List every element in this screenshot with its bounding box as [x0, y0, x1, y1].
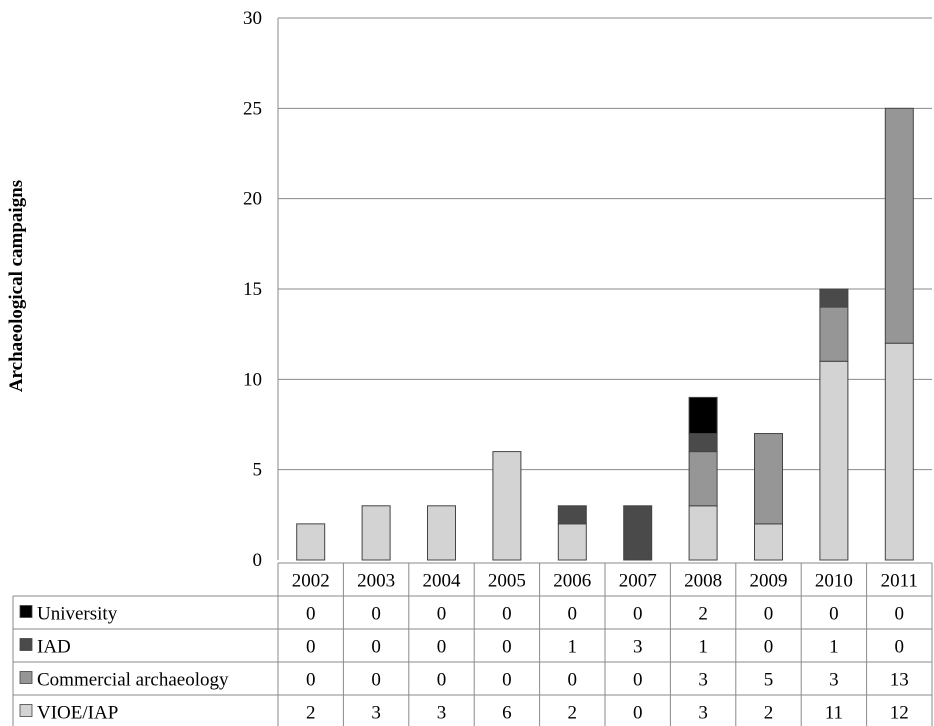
data-label: 0	[371, 637, 381, 658]
legend-label: Commercial archaeology	[37, 670, 229, 691]
bars	[296, 107, 914, 561]
y-axis-label: Archaeological campaigns	[6, 180, 27, 392]
x-tick-label: 2003	[357, 571, 395, 592]
data-label: 3	[633, 637, 643, 658]
bar-segment	[754, 433, 783, 525]
x-tick-label: 2011	[881, 571, 918, 592]
x-tick-label: 2006	[553, 571, 591, 592]
data-label: 0	[764, 637, 774, 658]
data-label: 0	[437, 637, 447, 658]
data-label: 0	[633, 670, 643, 691]
bar-segment	[688, 505, 718, 561]
x-tick-label: 2005	[488, 571, 526, 592]
data-label: 0	[437, 604, 447, 625]
y-tick-label: 10	[243, 369, 262, 390]
data-label: 3	[829, 670, 839, 691]
data-label: 6	[502, 703, 512, 724]
data-label: 1	[698, 637, 708, 658]
data-label: 0	[633, 703, 643, 724]
x-tick-label: 2010	[815, 571, 853, 592]
y-tick-label: 15	[243, 279, 262, 300]
data-label: 3	[437, 703, 447, 724]
x-tick-label: 2007	[619, 571, 657, 592]
x-tick-label: 2009	[750, 571, 788, 592]
legend-label: IAD	[37, 637, 71, 658]
data-label: 0	[306, 604, 316, 625]
data-label: 0	[502, 604, 512, 625]
data-label: 0	[437, 670, 447, 691]
data-label: 2	[764, 703, 774, 724]
y-tick-label: 25	[243, 98, 262, 119]
data-label: 12	[890, 703, 909, 724]
y-tick-label: 0	[253, 550, 263, 571]
data-label: 0	[306, 637, 316, 658]
bar-segment	[884, 342, 914, 561]
bar-segment	[688, 396, 718, 435]
x-tick-label: 2004	[423, 571, 462, 592]
data-label: 0	[306, 670, 316, 691]
data-label: 0	[502, 670, 512, 691]
bar-segment	[557, 523, 587, 561]
legend-swatch	[19, 605, 33, 618]
data-label: 0	[633, 604, 643, 625]
y-tick-label: 5	[253, 460, 263, 481]
data-label: 0	[502, 637, 512, 658]
data-label: 1	[568, 637, 578, 658]
legend-label: University	[37, 604, 118, 625]
data-label: 0	[371, 604, 381, 625]
legend-swatch	[19, 671, 33, 684]
bar-segment	[623, 505, 653, 561]
bar-segment	[819, 288, 849, 308]
bar-segment	[688, 433, 718, 453]
data-label: 3	[698, 670, 708, 691]
data-label: 0	[764, 604, 774, 625]
data-label: 2	[306, 703, 316, 724]
gridlines	[277, 17, 932, 560]
bar-segment	[688, 451, 718, 507]
legend-label: VIOE/IAP	[37, 703, 118, 724]
data-label: 0	[371, 670, 381, 691]
bar-segment	[492, 451, 522, 561]
y-axis-ticks: 0 5 10 15 20 25 30	[243, 8, 262, 571]
bar-segment	[819, 306, 849, 362]
data-label: 0	[568, 670, 578, 691]
data-label: 2	[698, 604, 708, 625]
data-label: 0	[895, 604, 905, 625]
y-tick-label: 30	[243, 8, 262, 29]
data-label: 2	[568, 703, 578, 724]
bar-segment	[884, 107, 914, 344]
bar-segment	[427, 505, 456, 561]
data-label: 5	[764, 670, 774, 691]
bar-segment	[819, 360, 849, 561]
data-table: 2002 2003 2004 2005 2006 2007 2008 2009 2010 2011…	[12, 562, 933, 726]
data-label: 11	[825, 703, 843, 724]
data-label: 3	[371, 703, 381, 724]
data-label: 0	[568, 604, 578, 625]
bar-segment	[296, 523, 326, 561]
data-label: 3	[698, 703, 708, 724]
x-tick-label: 2008	[684, 571, 722, 592]
legend-swatch	[19, 638, 33, 651]
bar-segment	[557, 505, 587, 525]
data-label: 0	[895, 637, 905, 658]
data-label: 13	[890, 670, 909, 691]
legend-swatch	[19, 704, 33, 717]
data-label: 1	[829, 637, 839, 658]
x-tick-label: 2002	[292, 571, 330, 592]
data-label: 0	[829, 604, 839, 625]
bar-segment	[361, 505, 391, 561]
y-tick-label: 20	[243, 189, 262, 210]
bar-segment	[754, 523, 783, 561]
